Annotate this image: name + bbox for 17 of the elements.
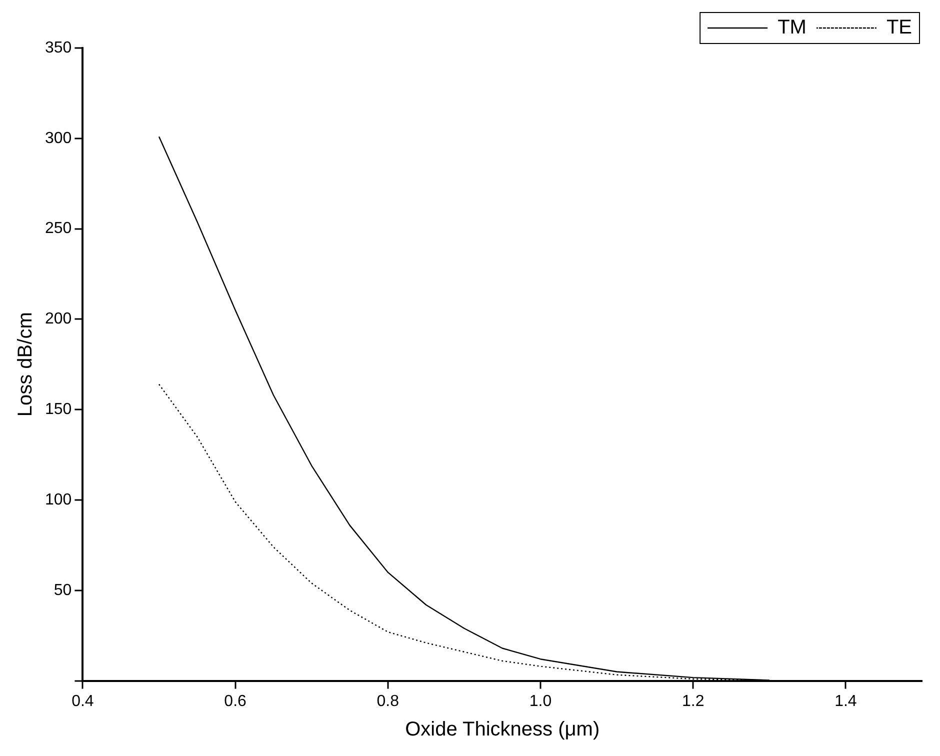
- x-tick-label: 1.2: [682, 692, 704, 710]
- x-axis-title: Oxide Thickness (μm): [405, 718, 600, 741]
- y-tick-label: 100: [44, 491, 72, 508]
- x-tick-label: 0.8: [376, 692, 400, 710]
- x-tick-label: 0.4: [72, 692, 94, 710]
- y-tick-label: 50: [54, 582, 72, 599]
- x-tick-label: 1.4: [834, 692, 857, 710]
- y-tick-label: 250: [44, 220, 72, 238]
- y-tick-label: 300: [44, 130, 72, 147]
- y-axis-title: Loss dB/cm: [14, 312, 37, 417]
- y-tick-label: 200: [44, 310, 72, 328]
- y-tick-label: 350: [44, 39, 72, 56]
- x-tick-label: 1.0: [529, 692, 552, 710]
- legend-label: TE: [886, 16, 912, 39]
- x-tick-label: 0.6: [224, 692, 247, 710]
- legend-label: TM: [778, 16, 806, 39]
- y-tick-label: 150: [44, 401, 72, 418]
